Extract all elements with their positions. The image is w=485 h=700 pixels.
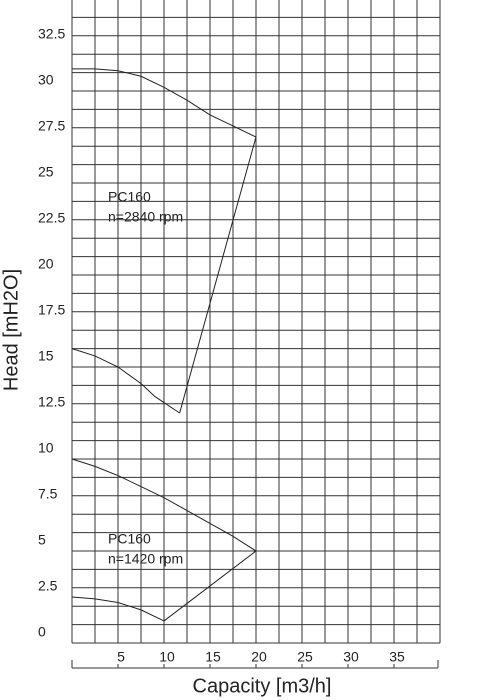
curve xyxy=(71,458,257,552)
x-tick-label: 25 xyxy=(297,649,313,665)
y-tick-label: 10 xyxy=(38,440,54,456)
y-tick-label: 30 xyxy=(38,72,54,88)
y-tick-label: 15 xyxy=(38,348,54,364)
curve xyxy=(71,348,180,414)
curve xyxy=(179,136,257,414)
annotation: PC160 xyxy=(108,531,151,547)
curve xyxy=(71,596,165,622)
x-tick-label: 10 xyxy=(159,649,175,665)
x-tick-label: 20 xyxy=(251,649,267,665)
x-tick-label: 35 xyxy=(389,649,405,665)
y-tick-label: 2.5 xyxy=(38,578,58,594)
y-tick-label: 27.5 xyxy=(38,118,65,134)
x-tick-label: 5 xyxy=(117,649,125,665)
y-tick-label: 17.5 xyxy=(38,302,65,318)
y-tick-label: 0 xyxy=(38,624,46,640)
y-tick-label: 32.5 xyxy=(38,26,65,42)
y-tick-label: 7.5 xyxy=(38,486,58,502)
y-tick-label: 5 xyxy=(38,532,46,548)
y-tick-label: 25 xyxy=(38,164,54,180)
x-axis-label: Capacity [m3/h] xyxy=(193,675,332,697)
y-axis-label: Head [mH2O] xyxy=(0,269,22,391)
x-tick-label: 30 xyxy=(343,649,359,665)
x-tick-label: 15 xyxy=(205,649,221,665)
curve xyxy=(72,68,257,138)
curve xyxy=(163,550,257,622)
annotation: n=2840 rpm xyxy=(108,209,183,225)
annotation: n=1420 rpm xyxy=(108,551,183,567)
y-tick-label: 22.5 xyxy=(38,210,65,226)
y-tick-label: 20 xyxy=(38,256,54,272)
annotation: PC160 xyxy=(108,189,151,205)
y-tick-label: 12.5 xyxy=(38,394,65,410)
